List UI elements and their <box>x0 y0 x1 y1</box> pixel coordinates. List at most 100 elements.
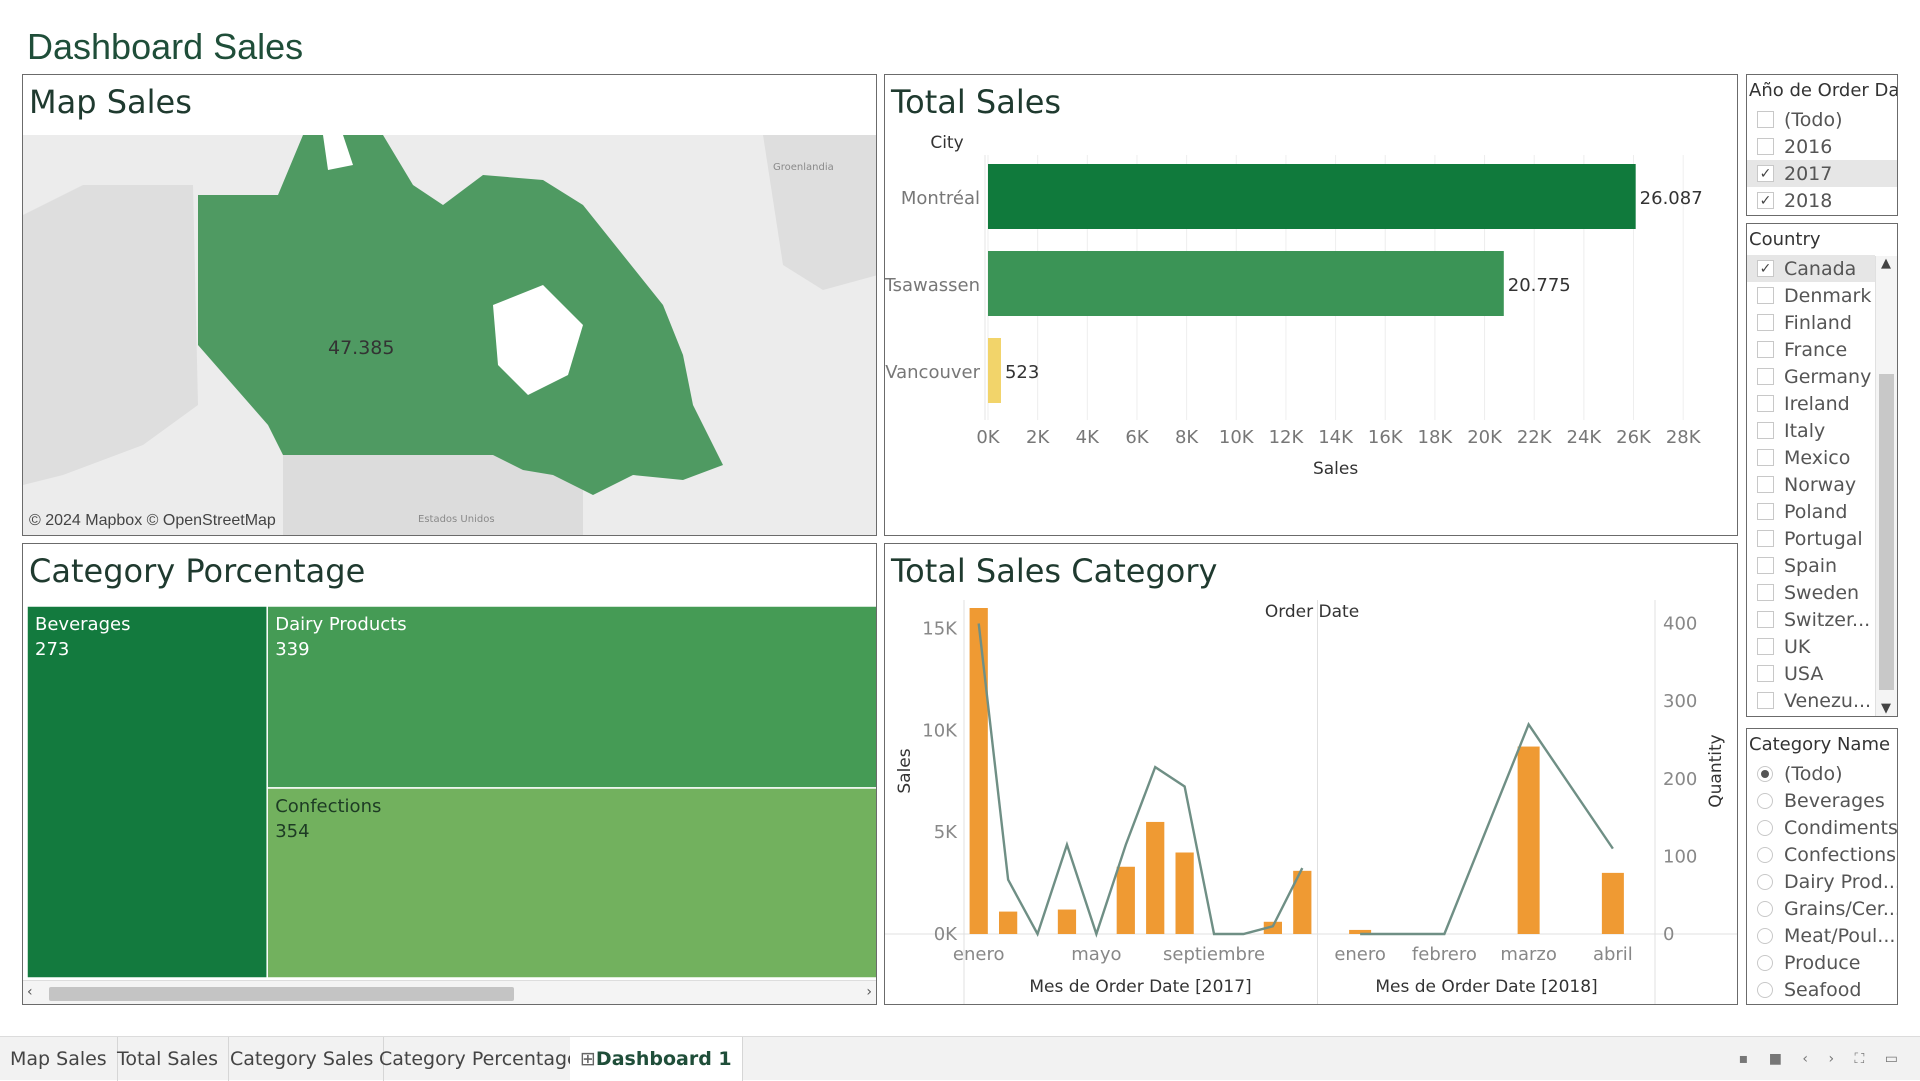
scroll-left-button[interactable]: ‹ <box>27 984 33 1000</box>
scroll-right-button[interactable]: › <box>866 984 872 1000</box>
scroll-up-button[interactable]: ▲ <box>1881 256 1891 271</box>
checkbox[interactable] <box>1757 665 1774 682</box>
radio-button[interactable] <box>1757 819 1773 836</box>
filter-option-label: Venezu... <box>1784 689 1872 712</box>
horizontal-scrollbar[interactable]: ‹ › <box>23 980 876 1004</box>
checkbox[interactable] <box>1757 341 1774 358</box>
checkbox[interactable] <box>1757 314 1774 331</box>
filter-option[interactable]: Germany <box>1747 363 1875 390</box>
radio-button[interactable] <box>1757 900 1773 917</box>
filter-option[interactable]: ✓ Canada <box>1747 255 1875 282</box>
radio-button[interactable] <box>1757 792 1773 809</box>
sales-bar[interactable] <box>1116 866 1135 934</box>
checkbox[interactable] <box>1757 287 1774 304</box>
bar-vancouver[interactable] <box>988 338 1001 403</box>
bar-montréal[interactable] <box>988 164 1636 229</box>
treemap-cell-name: Beverages <box>35 614 130 635</box>
filter-option[interactable]: Venezu... <box>1747 687 1875 714</box>
country-scrollbar[interactable]: ▲ ▼ <box>1875 256 1897 716</box>
quantity-line-2017[interactable] <box>977 623 1304 938</box>
checkbox[interactable]: ✓ <box>1757 165 1774 182</box>
radio-button[interactable] <box>1757 765 1773 782</box>
checkbox[interactable] <box>1757 557 1774 574</box>
checkbox[interactable] <box>1757 449 1774 466</box>
filter-option[interactable]: ✓ 2018 <box>1747 187 1897 214</box>
x-axis-title-2017: Mes de Order Date [2017] <box>1029 977 1251 997</box>
radio-button[interactable] <box>1757 927 1773 944</box>
sales-bar[interactable] <box>1263 921 1282 934</box>
filter-option[interactable]: Norway <box>1747 471 1875 498</box>
sheet-tab[interactable]: Total Sales <box>107 1037 229 1081</box>
checkbox[interactable] <box>1757 530 1774 547</box>
filter-option[interactable]: 2016 <box>1747 133 1897 160</box>
scroll-down-button[interactable]: ▼ <box>1881 701 1891 716</box>
checkbox[interactable] <box>1757 611 1774 628</box>
treemap-cell-value: 273 <box>35 639 69 660</box>
filter-option[interactable]: ✓ 2017 <box>1747 160 1897 187</box>
sales-bar[interactable] <box>1349 929 1372 934</box>
category-option[interactable]: (Todo) <box>1747 760 1897 787</box>
category-option-label: Grains/Cer... <box>1784 897 1898 920</box>
category-option[interactable]: Grains/Cer... <box>1747 895 1897 922</box>
radio-button[interactable] <box>1757 873 1773 890</box>
sales-bar[interactable] <box>1293 870 1312 934</box>
checkbox[interactable] <box>1757 368 1774 385</box>
filter-option[interactable]: France <box>1747 336 1875 363</box>
filter-option[interactable]: USA <box>1747 660 1875 687</box>
sales-bar[interactable] <box>999 911 1018 934</box>
sales-bar[interactable] <box>1175 852 1194 935</box>
canada-map[interactable]: 47.385 Groenlandia Estados Unidos <box>23 75 877 536</box>
category-option[interactable]: Confections <box>1747 841 1897 868</box>
filter-option[interactable]: Switzer... <box>1747 606 1875 633</box>
treemap-cell-confections[interactable] <box>266 787 877 979</box>
sales-bar[interactable] <box>1146 821 1165 934</box>
quantity-line-2018[interactable] <box>1360 721 1614 936</box>
sales-bar[interactable] <box>1601 872 1624 934</box>
category-option[interactable]: Meat/Poul... <box>1747 922 1897 949</box>
radio-button[interactable] <box>1757 981 1773 998</box>
category-option[interactable]: Seafood <box>1747 976 1897 1003</box>
view-controls[interactable]: ▪ ■ ‹ › ⛶ ▭ <box>1738 1051 1906 1067</box>
filter-option[interactable]: Finland <box>1747 309 1875 336</box>
filter-option[interactable]: Spain <box>1747 552 1875 579</box>
radio-button[interactable] <box>1757 954 1773 971</box>
checkbox[interactable] <box>1757 638 1774 655</box>
sheet-tab[interactable]: Map Sales <box>0 1037 118 1081</box>
treemap-cell-dairy-products[interactable] <box>266 605 877 789</box>
sheet-tab[interactable]: Category Percentage <box>369 1037 590 1081</box>
scrollbar-thumb[interactable] <box>49 987 514 1001</box>
filter-option[interactable]: Sweden <box>1747 579 1875 606</box>
checkbox[interactable] <box>1757 138 1774 155</box>
checkbox[interactable] <box>1757 503 1774 520</box>
filter-option[interactable]: Ireland <box>1747 390 1875 417</box>
radio-button[interactable] <box>1757 846 1773 863</box>
checkbox[interactable]: ✓ <box>1757 192 1774 209</box>
filter-option[interactable]: Portugal <box>1747 525 1875 552</box>
sheet-tab[interactable]: ⊞ Dashboard 1 <box>570 1037 743 1081</box>
category-option[interactable]: Beverages <box>1747 787 1897 814</box>
checkbox[interactable] <box>1757 395 1774 412</box>
sales-bar[interactable] <box>969 608 988 934</box>
filter-option[interactable]: Mexico <box>1747 444 1875 471</box>
sales-bar[interactable] <box>1517 746 1540 934</box>
checkbox[interactable]: ✓ <box>1757 260 1774 277</box>
bar-tsawassen[interactable] <box>988 251 1504 316</box>
category-option[interactable]: Produce <box>1747 949 1897 976</box>
filter-option[interactable]: Denmark <box>1747 282 1875 309</box>
sales-bar[interactable] <box>1057 909 1077 934</box>
checkbox[interactable] <box>1757 476 1774 493</box>
filter-option[interactable]: (Todo) <box>1747 106 1897 133</box>
treemap-cell-beverages[interactable] <box>26 605 268 979</box>
checkbox[interactable] <box>1757 584 1774 601</box>
filter-option[interactable]: UK <box>1747 633 1875 660</box>
checkbox[interactable] <box>1757 111 1774 128</box>
category-option[interactable]: Dairy Prod... <box>1747 868 1897 895</box>
checkbox[interactable] <box>1757 422 1774 439</box>
category-option[interactable]: Condiments <box>1747 814 1897 841</box>
sheet-tab[interactable]: Category Sales <box>220 1037 385 1081</box>
filter-option[interactable]: Italy <box>1747 417 1875 444</box>
checkbox[interactable] <box>1757 692 1774 709</box>
filter-option-label: Switzer... <box>1784 608 1871 631</box>
filter-option[interactable]: Poland <box>1747 498 1875 525</box>
country-scrollbar-thumb[interactable] <box>1879 374 1894 690</box>
